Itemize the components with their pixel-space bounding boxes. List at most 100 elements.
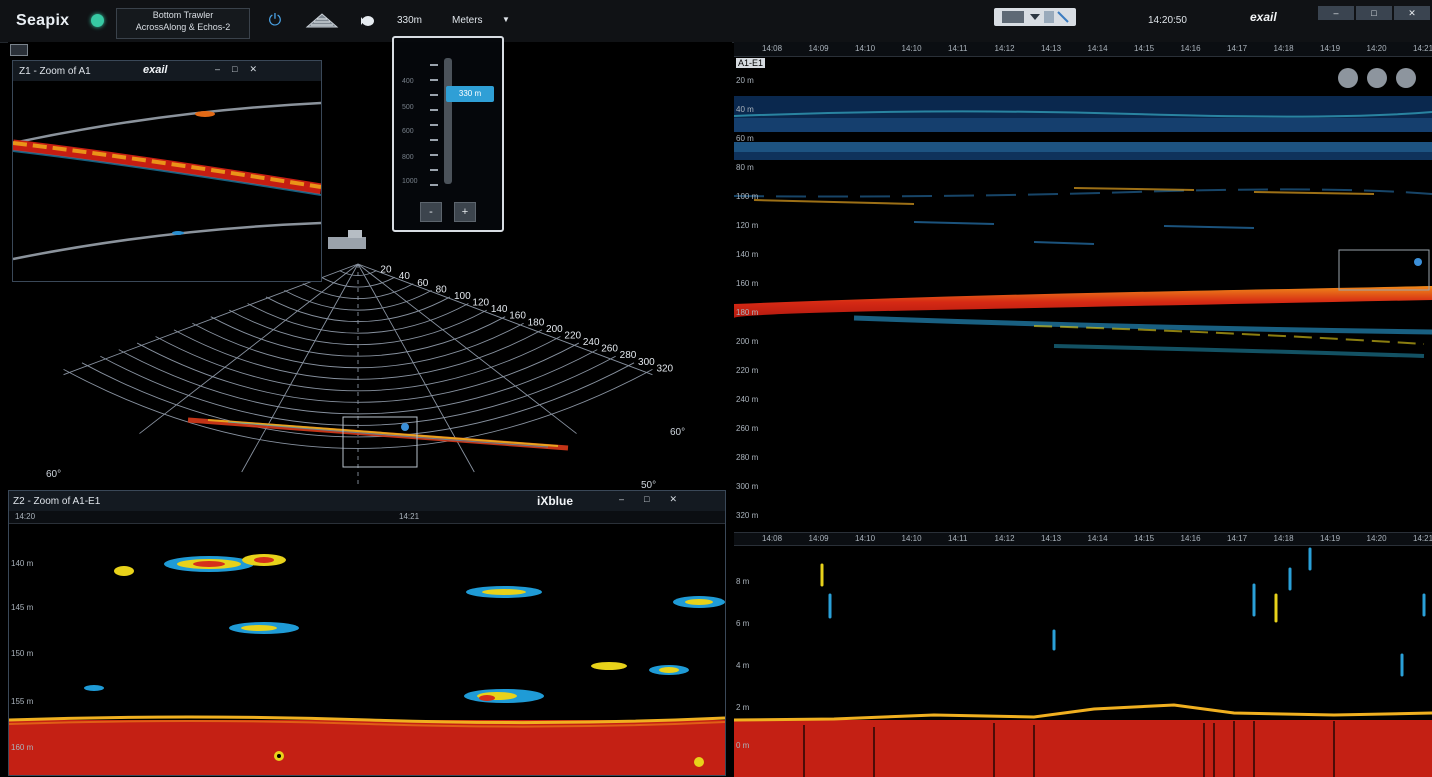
z1-maximize-button[interactable]: □: [232, 64, 238, 74]
slider-tick-label: 500: [402, 104, 414, 111]
z2-plot: [9, 554, 725, 775]
echogram-time-label: 14:21: [1413, 44, 1432, 53]
slider-tick: [430, 154, 438, 156]
slider-tick: [430, 64, 438, 66]
range-slider[interactable]: [444, 58, 452, 184]
range-label: 180: [528, 317, 545, 328]
slider-tick-label: 600: [402, 128, 414, 135]
bearing-line: [139, 263, 359, 434]
z1-minimize-button[interactable]: –: [215, 64, 221, 74]
timeseries-level-label: 4 m: [736, 661, 750, 670]
echogram-time-label: 14:16: [1180, 44, 1201, 53]
echogram-depth-label: 320 m: [736, 511, 759, 520]
pan-icon: [1338, 68, 1358, 88]
timeseries-time-label: 14:10: [901, 534, 922, 543]
settings-icon: [1396, 68, 1416, 88]
echogram-view[interactable]: 14:08 14:09 14:10 14:10 14:11 14:12 14:13 14:14…: [734, 42, 1432, 532]
echogram-time-label: 14:20: [1366, 44, 1387, 53]
z2-title-bar[interactable]: Z2 - Zoom of A1-E1 iXblue – □ ✕: [9, 491, 725, 511]
timeseries-level-label: 8 m: [736, 577, 750, 586]
z1-title: Z1 - Zoom of A1: [19, 66, 91, 77]
echogram-time-label: 14:18: [1273, 44, 1294, 53]
z2-minimize-button[interactable]: –: [619, 494, 625, 504]
z2-time-label: 14:21: [399, 512, 420, 521]
chevron-down-icon[interactable]: ▼: [502, 15, 510, 24]
display-mode-widget[interactable]: [994, 8, 1076, 26]
clock: 14:20:50: [1148, 15, 1187, 26]
timeseries-level-label: 0 m: [736, 741, 750, 750]
echogram-time-label: 14:10: [855, 44, 876, 53]
range-label: 100: [454, 291, 471, 302]
z2-time-axis: 14:20 14:21: [9, 511, 725, 524]
seabed-echo: [9, 720, 725, 775]
echogram-depth-label: 300 m: [736, 482, 759, 491]
slider-tick: [430, 94, 438, 96]
mode-selector[interactable]: Bottom Trawler AcrossAlong & Echos-2: [116, 8, 250, 39]
top-toolbar: Seapix Bottom Trawler AcrossAlong & Echo…: [0, 0, 1432, 43]
zoom-window-z1[interactable]: Z1 - Zoom of A1 exail – □ ✕: [12, 60, 322, 282]
vessel-icon: [328, 237, 366, 249]
timeseries-time-label: 14:21: [1413, 534, 1432, 543]
bearing-line: [241, 263, 359, 473]
range-label: 20: [380, 265, 392, 276]
range-label: 40: [399, 271, 411, 282]
timeseries-time-label: 14:20: [1366, 534, 1387, 543]
close-button[interactable]: ✕: [1394, 6, 1430, 20]
power-icon[interactable]: ⏻: [268, 12, 282, 29]
echogram-time-label: 14:09: [808, 44, 829, 53]
slider-tick-label: 800: [402, 154, 414, 161]
fish-icon[interactable]: [357, 11, 377, 31]
echogram-depth-label: 100 m: [736, 192, 759, 201]
units-dropdown[interactable]: Meters: [452, 15, 483, 26]
range-label: 240: [583, 337, 600, 348]
sector-range-labels: 20 40 60 80 10012014016018020022024026028030…: [380, 265, 673, 375]
angle-label-right: 60°: [670, 427, 685, 438]
range-label: 60: [417, 278, 429, 289]
range-increase-button[interactable]: +: [454, 202, 476, 222]
z2-depth-label: 160 m: [11, 743, 34, 752]
echogram-depth-label: 200 m: [736, 337, 759, 346]
echogram-time-label: 14:19: [1320, 44, 1341, 53]
timeseries-time-axis: 14:08 14:09 14:10 14:10 14:11 14:12 14:13 14:14…: [734, 533, 1432, 546]
bearing-line: [357, 263, 577, 434]
maximize-button[interactable]: □: [1356, 6, 1392, 20]
timeseries-time-label: 14:15: [1134, 534, 1155, 543]
sector-plot: 20 40 60 80 10012014016018020022024026028030…: [46, 230, 685, 488]
connection-status-icon[interactable]: [91, 14, 104, 27]
echogram-depth-label: 260 m: [736, 424, 759, 433]
echogram-plot: [734, 68, 1432, 358]
zoom-window-z2[interactable]: Z2 - Zoom of A1-E1 iXblue – □ ✕ 14:20 14…: [8, 490, 726, 776]
window-controls: – □ ✕: [1318, 6, 1430, 20]
echogram-time-label: 14:08: [762, 44, 783, 53]
range-label: 80: [436, 284, 448, 295]
z2-close-button[interactable]: ✕: [669, 494, 677, 504]
timeseries-view[interactable]: 14:08 14:09 14:10 14:10 14:11 14:12 14:13 14:14…: [734, 532, 1432, 777]
timeseries-time-label: 14:19: [1320, 534, 1341, 543]
echogram-time-label: 14:15: [1134, 44, 1155, 53]
range-label: 260: [601, 344, 618, 355]
panel-menu-icon[interactable]: [10, 44, 28, 56]
range-label: 220: [564, 330, 581, 341]
slider-tick-label: 1000: [402, 178, 418, 185]
echogram-depth-label: 180 m: [736, 308, 759, 317]
timeseries-time-label: 14:12: [994, 534, 1015, 543]
range-ring: [192, 322, 524, 369]
timeseries-time-label: 14:13: [1041, 534, 1062, 543]
slider-tick: [430, 139, 438, 141]
minimize-button[interactable]: –: [1318, 6, 1354, 20]
range-ring: [247, 303, 469, 334]
timeseries-time-label: 14:14: [1087, 534, 1108, 543]
range-button[interactable]: 330m: [397, 15, 423, 26]
range-label: 200: [546, 324, 563, 335]
range-slider-value[interactable]: 330 m: [446, 86, 494, 102]
z1-close-button[interactable]: ✕: [249, 64, 257, 74]
echogram-time-label: 14:11: [948, 44, 968, 53]
sonar-fan-icon[interactable]: [305, 11, 339, 31]
range-decrease-button[interactable]: -: [420, 202, 442, 222]
range-label: 160: [509, 311, 526, 322]
slider-tick: [430, 184, 438, 186]
z2-depth-label: 150 m: [11, 649, 34, 658]
z1-title-bar[interactable]: Z1 - Zoom of A1 exail – □ ✕: [13, 61, 321, 81]
z2-maximize-button[interactable]: □: [644, 494, 650, 504]
echogram-depth-label: 160 m: [736, 279, 759, 288]
